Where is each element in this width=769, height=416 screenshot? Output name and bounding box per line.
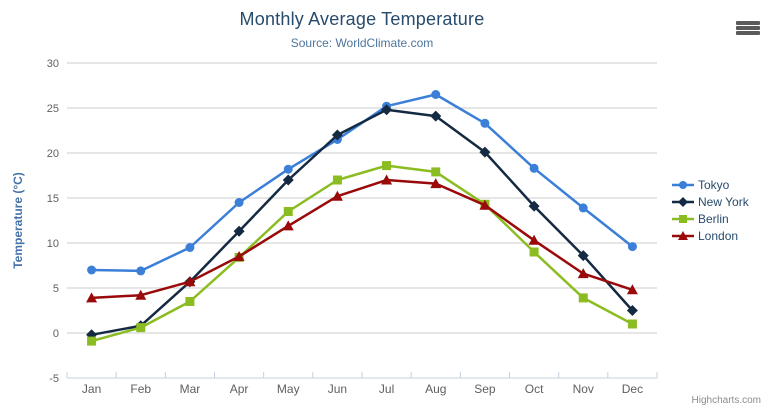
x-axis-tick-label: May (277, 382, 300, 396)
data-point-tokyo-nov[interactable] (578, 203, 588, 213)
data-point-new-york-may[interactable] (282, 174, 294, 186)
data-point-new-york-oct[interactable] (528, 200, 540, 212)
legend-item-new-york[interactable]: New York (672, 193, 749, 210)
x-axis-tick-label: Feb (130, 382, 151, 396)
data-point-new-york-nov[interactable] (577, 250, 589, 262)
data-point-tokyo-oct[interactable] (529, 163, 539, 173)
data-point-tokyo-may[interactable] (283, 164, 293, 174)
data-point-new-york-jun[interactable] (331, 129, 343, 141)
y-axis-tick-label: 5 (53, 283, 59, 295)
data-point-tokyo-aug[interactable] (431, 90, 441, 99)
data-point-new-york-apr[interactable] (233, 225, 245, 237)
chart-legend: Tokyo New York Berlin London (672, 176, 749, 244)
x-axis-tick-label: Nov (573, 382, 594, 396)
y-axis-tick-label: 20 (47, 148, 59, 160)
legend-label: New York (698, 194, 749, 209)
data-point-berlin-jan[interactable] (87, 336, 97, 346)
legend-item-london[interactable]: London (672, 227, 749, 244)
x-axis-tick-label: Jun (328, 382, 347, 396)
berlin-square-marker-icon (672, 214, 694, 223)
hamburger-icon (736, 26, 760, 30)
data-point-london-oct[interactable] (528, 234, 540, 245)
data-point-london-dec[interactable] (626, 284, 638, 295)
legend-label: London (698, 228, 739, 243)
y-axis-tick-label: 10 (47, 238, 59, 250)
data-point-berlin-may[interactable] (283, 207, 293, 216)
data-point-berlin-nov[interactable] (578, 293, 588, 303)
tokyo-circle-marker-icon (672, 180, 694, 189)
x-axis-tick-label: Dec (622, 382, 643, 396)
data-point-tokyo-jan[interactable] (87, 265, 97, 275)
data-point-berlin-jun[interactable] (332, 175, 342, 185)
x-axis-tick-label: Sep (474, 382, 496, 396)
data-point-london-aug[interactable] (430, 178, 442, 189)
data-point-london-mar[interactable] (184, 276, 196, 287)
y-axis-tick-label: 25 (47, 103, 59, 115)
data-point-london-apr[interactable] (233, 251, 245, 261)
data-point-london-sep[interactable] (479, 199, 491, 210)
data-point-tokyo-feb[interactable] (136, 266, 146, 276)
x-axis-tick-label: Oct (525, 382, 544, 396)
y-axis-tick-label: 0 (53, 328, 59, 340)
legend-marker (679, 180, 687, 189)
london-triangle-marker-icon (672, 230, 694, 240)
data-point-berlin-jul[interactable] (382, 161, 392, 171)
series-line-london (90, 178, 634, 300)
x-axis-tick-label: Apr (230, 382, 249, 396)
new-york-diamond-marker-icon (672, 196, 694, 207)
data-point-berlin-feb[interactable] (136, 323, 146, 333)
chart-title: Monthly Average Temperature (239, 9, 485, 29)
data-point-berlin-oct[interactable] (529, 247, 539, 257)
chart-subtitle: Source: WorldClimate.com (290, 36, 434, 50)
series-line-tokyo (90, 93, 634, 273)
x-axis-tick-label: Aug (425, 382, 446, 396)
y-axis-tick-label: -5 (49, 373, 59, 385)
y-axis-tick-label: 15 (47, 193, 59, 205)
data-point-berlin-aug[interactable] (431, 167, 441, 177)
x-axis-tick-label: Jul (379, 382, 394, 396)
legend-marker (678, 230, 688, 240)
data-point-london-may[interactable] (282, 220, 294, 231)
y-axis-title: Temperature (°C) (11, 172, 25, 269)
legend-marker (678, 196, 688, 207)
legend-item-tokyo[interactable]: Tokyo (672, 176, 749, 193)
data-point-tokyo-apr[interactable] (234, 198, 244, 207)
x-axis-tick-label: Mar (180, 382, 201, 396)
y-axis-tick-label: 30 (47, 58, 59, 70)
data-point-tokyo-mar[interactable] (185, 243, 195, 252)
highcharts-credits-link[interactable]: Highcharts.com (691, 395, 761, 406)
data-point-new-york-sep[interactable] (479, 146, 491, 158)
context-menu-button[interactable] (736, 21, 760, 35)
data-point-london-jun[interactable] (331, 190, 343, 201)
data-point-london-jul[interactable] (381, 174, 393, 185)
data-point-tokyo-sep[interactable] (480, 118, 490, 128)
data-point-tokyo-dec[interactable] (627, 242, 637, 252)
data-point-berlin-mar[interactable] (185, 297, 195, 306)
data-point-london-nov[interactable] (577, 268, 589, 279)
legend-marker (679, 214, 687, 223)
legend-label: Tokyo (698, 177, 730, 192)
legend-item-berlin[interactable]: Berlin (672, 210, 749, 227)
series-line-new-york (90, 108, 634, 337)
series-line-berlin (90, 164, 634, 343)
data-point-new-york-aug[interactable] (430, 110, 442, 122)
data-point-new-york-jul[interactable] (381, 104, 393, 116)
legend-label: Berlin (698, 211, 729, 226)
data-point-berlin-dec[interactable] (627, 319, 637, 329)
data-point-london-jan[interactable] (86, 292, 98, 303)
data-point-new-york-dec[interactable] (626, 305, 638, 316)
x-axis-tick-label: Jan (82, 382, 101, 396)
hamburger-icon (736, 21, 760, 25)
data-point-london-feb[interactable] (135, 289, 147, 300)
hamburger-icon (736, 31, 760, 35)
